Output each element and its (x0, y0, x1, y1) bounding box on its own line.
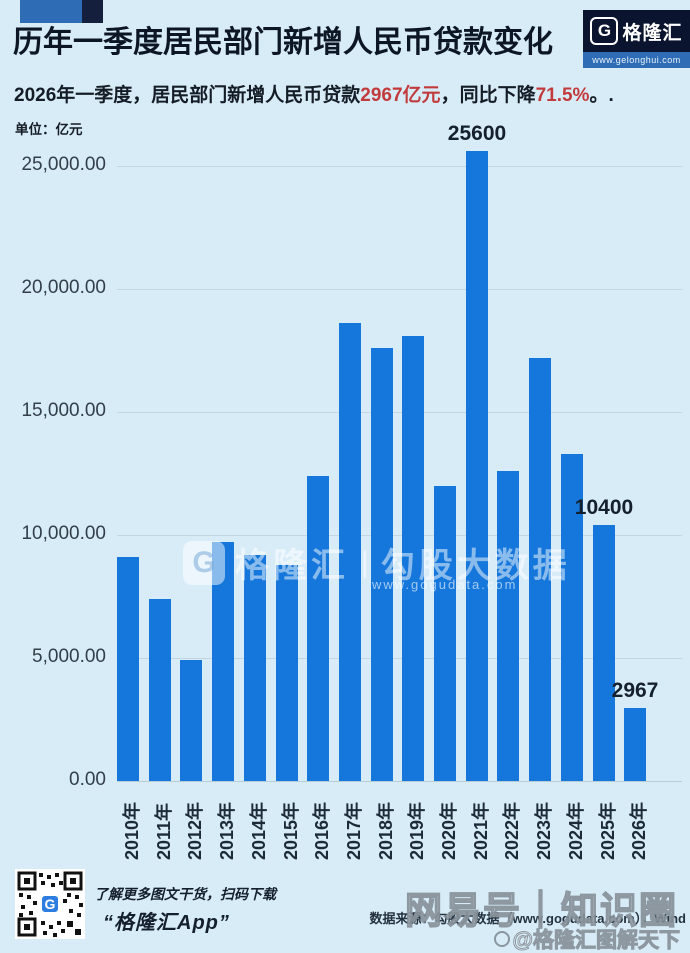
ytick-5000: 5,000.00 (32, 646, 106, 667)
xlabel-2015年: 2015年 (281, 801, 301, 860)
bar-2011年 (149, 599, 171, 781)
bar-2012年 (180, 660, 202, 781)
header-accent-navy (82, 0, 103, 23)
subtitle-segment-0: 2026年一季度，居民部门新增人民币贷款 (14, 85, 361, 106)
xlabel-2011年: 2011年 (154, 802, 174, 860)
gridline-15000 (117, 412, 682, 413)
bar-2021年 (466, 151, 488, 781)
bar-value-label-2967: 2967 (611, 679, 659, 702)
xlabel-2023年: 2023年 (534, 801, 554, 860)
subtitle-segment-2: ，同比下降 (440, 85, 536, 106)
ytick-10000: 10,000.00 (21, 523, 106, 544)
netease-logo-icon (493, 931, 510, 947)
bar-2014年 (244, 555, 266, 781)
bar-value-label-25600: 25600 (447, 122, 507, 145)
bar-2016年 (307, 476, 329, 781)
xlabel-2025年: 2025年 (598, 801, 618, 860)
xlabel-2026年: 2026年 (629, 801, 649, 860)
xlabel-2014年: 2014年 (249, 801, 269, 860)
netease-watermark: 网易号｜知识圈 (404, 889, 678, 932)
xlabel-2022年: 2022年 (502, 801, 522, 860)
qr-pattern (17, 871, 83, 937)
gelonghui-url: www.gelonghui.com (583, 52, 690, 68)
xlabel-2019年: 2019年 (407, 801, 427, 860)
xlabel-2010年: 2010年 (122, 801, 142, 860)
subtitle-segment-1: 2967亿元 (360, 85, 441, 106)
bar-2015年 (276, 565, 298, 781)
app-name: “格隆汇App” (103, 912, 230, 934)
page-title: 历年一季度居民部门新增人民币贷款变化 (13, 26, 553, 59)
bar-2026年 (624, 708, 646, 781)
bar-2025年 (593, 525, 615, 781)
xlabel-2018年: 2018年 (376, 801, 396, 860)
bar-2018年 (371, 348, 393, 781)
ytick-20000: 20,000.00 (21, 277, 106, 298)
xlabel-2021年: 2021年 (471, 801, 491, 860)
gridline-20000 (117, 289, 682, 290)
subtitle: 2026年一季度，居民部门新增人民币贷款2967亿元，同比下降71.5%。. (14, 80, 674, 107)
bar-2019年 (402, 336, 424, 781)
subtitle-segment-3: 71.5% (535, 85, 590, 106)
xlabel-2012年: 2012年 (185, 801, 205, 860)
gelonghui-logo: G 格隆汇 www.gelonghui.com (583, 10, 690, 68)
qr-hint: 了解更多图文干货，扫码下载 (94, 886, 276, 902)
ytick-15000: 15,000.00 (21, 400, 106, 421)
gelonghui-g-icon: G (590, 17, 619, 45)
xlabel-2016年: 2016年 (312, 801, 332, 860)
data-source: 数据来源：勾股大数据（www.gogudata.com），Wind (369, 911, 686, 926)
ytick-0: 0.00 (69, 769, 106, 790)
unit-label: 单位：亿元 (15, 122, 83, 137)
gelonghui-logo-top: G 格隆汇 (583, 10, 690, 52)
qr-code: G (15, 869, 85, 939)
xlabel-2020年: 2020年 (439, 801, 459, 860)
gridline-5000 (117, 658, 682, 659)
bar-2024年 (561, 454, 583, 781)
bar-2017年 (339, 323, 361, 781)
watermark-url: www.gogudata.com (372, 577, 518, 592)
header-accent-blue (20, 0, 82, 23)
gridline-25000 (117, 166, 682, 167)
subtitle-segment-4: 。. (589, 85, 614, 106)
bar-2022年 (497, 471, 519, 781)
xlabel-2024年: 2024年 (566, 801, 586, 860)
ytick-25000: 25,000.00 (21, 154, 106, 175)
bar-value-label-10400: 10400 (574, 496, 634, 519)
gridline-0 (117, 781, 682, 782)
qr-center-g-icon: G (40, 894, 60, 914)
gelonghui-brand: 格隆汇 (622, 22, 683, 44)
bar-2020年 (434, 486, 456, 781)
author-credit: @格隆汇图解天下 (493, 924, 681, 953)
bar-2013年 (212, 542, 234, 781)
bar-2023年 (529, 358, 551, 781)
xlabel-2017年: 2017年 (344, 801, 364, 860)
author-credit-text: @格隆汇图解天下 (512, 929, 680, 953)
bar-2010年 (117, 557, 139, 781)
xlabel-2013年: 2013年 (217, 801, 237, 860)
gridline-10000 (117, 535, 682, 536)
